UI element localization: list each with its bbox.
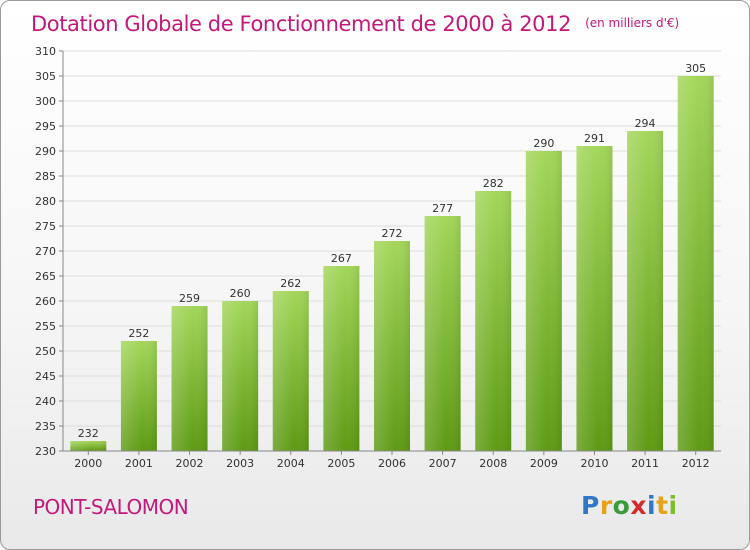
x-tick-label: 2002 [176,457,204,470]
data-label: 267 [331,252,352,265]
axes [59,50,721,455]
chart-title: Dotation Globale de Fonctionnement de 20… [31,8,679,41]
y-tick-label: 245 [35,370,56,383]
x-tick-label: 2009 [530,457,558,470]
x-tick-label: 2003 [226,457,254,470]
bar-shade-2004 [272,291,309,451]
data-label: 282 [483,177,504,190]
bar-shade-2003 [222,301,259,451]
x-tick-label: 2005 [327,457,355,470]
data-label: 252 [128,327,149,340]
y-tick-label: 305 [35,70,56,83]
data-label: 294 [635,117,656,130]
data-label: 290 [533,137,554,150]
x-tick-label: 2001 [125,457,153,470]
y-tick-label: 265 [35,270,56,283]
y-tick-label: 250 [35,345,56,358]
bar-shade-2000 [70,441,107,451]
y-tick-label: 235 [35,420,56,433]
x-tick-label: 2010 [580,457,608,470]
y-tick-label: 240 [35,395,56,408]
bars [70,76,714,451]
bar-shade-2006 [374,241,410,451]
y-tick-label: 270 [35,245,56,258]
x-tick-label: 2008 [479,457,507,470]
data-label: 272 [382,227,403,240]
x-tick-label: 2007 [429,457,457,470]
data-label: 259 [179,292,200,305]
y-tick-label: 255 [35,320,56,333]
bar-shade-2012 [677,76,714,451]
proxiti-logo: Proxiti [581,491,678,520]
bar-shade-2005 [323,266,360,451]
y-tick-label: 290 [35,145,56,158]
data-label: 262 [280,277,301,290]
y-tick-label: 295 [35,120,56,133]
y-tick-label: 300 [35,95,56,108]
data-label: 277 [432,202,453,215]
bar-shade-2002 [171,306,208,451]
bar-shade-2010 [576,146,613,451]
commune-name: PONT-SALOMON [33,495,189,519]
data-label: 305 [685,62,706,75]
bar-shade-2011 [627,131,664,451]
chart-title-main: Dotation Globale de Fonctionnement de 20… [31,12,572,36]
y-tick-label: 285 [35,170,56,183]
y-tick-label: 275 [35,220,56,233]
x-tick-label: 2011 [631,457,659,470]
data-label: 232 [78,427,99,440]
labels: 230 235 240 245 250 255 260 265 270 275 280 285 290 2… [35,45,710,470]
bar-shade-2007 [424,216,461,451]
bar-shade-2001 [120,341,157,451]
y-tick-label: 310 [35,45,56,58]
data-label: 291 [584,132,605,145]
x-tick-label: 2006 [378,457,406,470]
y-tick-label: 280 [35,195,56,208]
x-tick-label: 2012 [682,457,710,470]
x-tick-label: 2004 [277,457,305,470]
chart-unit-note: (en milliers d'€) [585,16,680,30]
bar-shade-2008 [475,191,512,451]
data-label: 260 [230,287,251,300]
y-tick-label: 260 [35,295,56,308]
x-tick-label: 2000 [74,457,102,470]
bar-shade-2009 [525,151,562,451]
y-tick-label: 230 [35,445,56,458]
